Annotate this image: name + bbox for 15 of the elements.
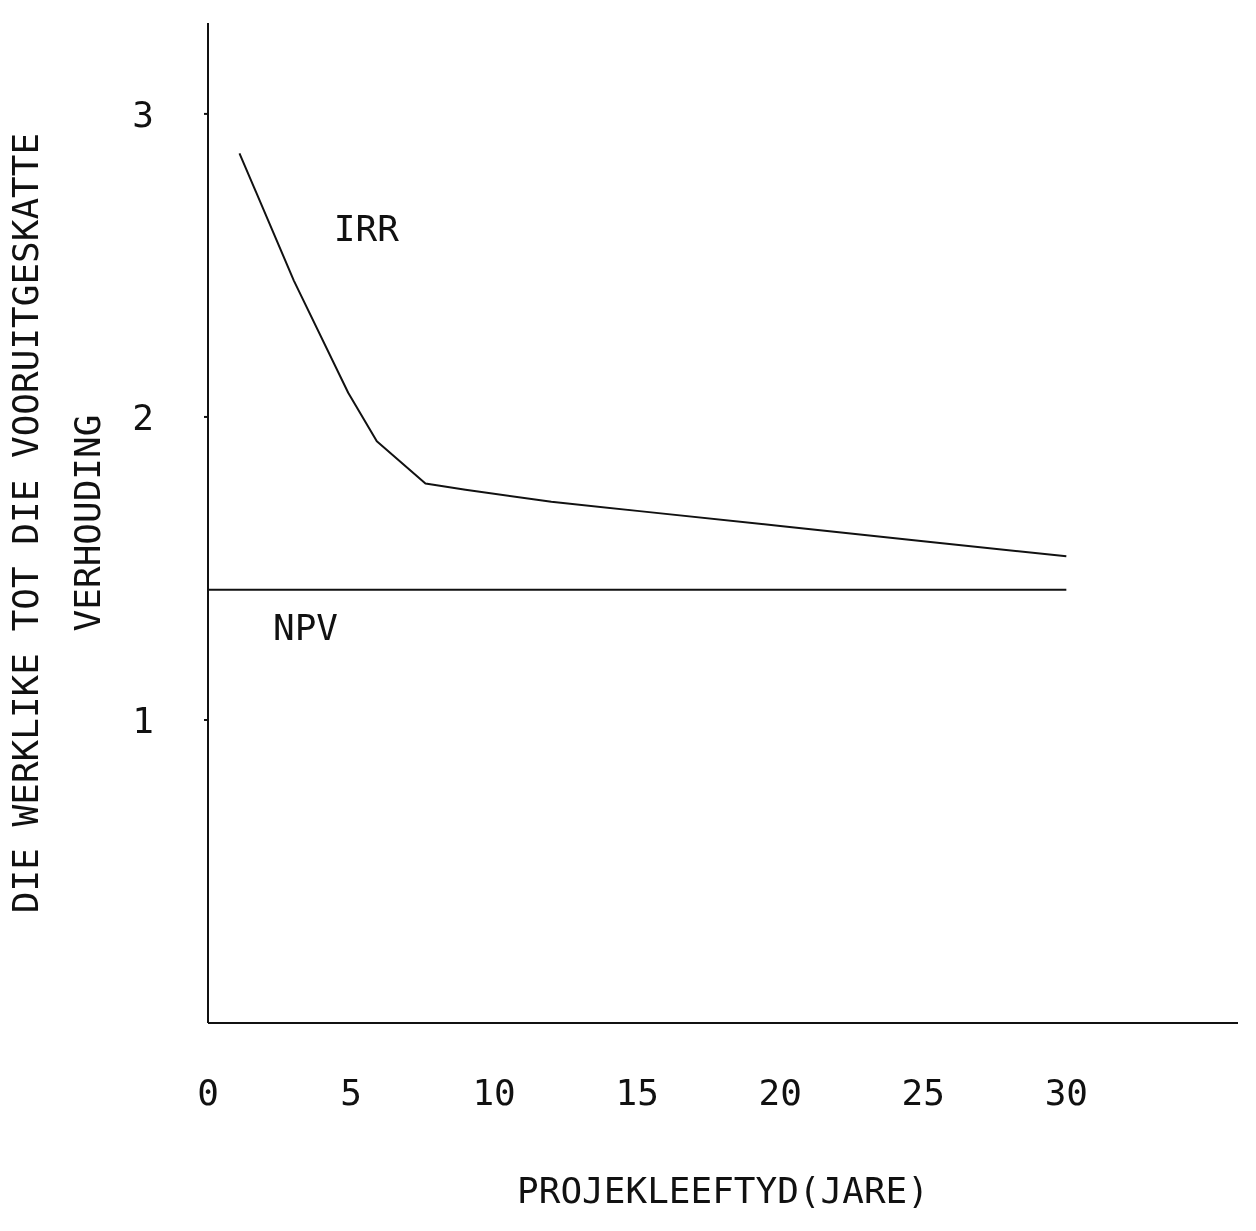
y-tick-label: 3 [132, 93, 154, 135]
x-tick-label: 20 [758, 1071, 802, 1113]
y-axis-title: DIE WERKLIKE TOT DIE VOORUITGESKATTE VERHOUDING [5, 132, 108, 914]
x-tick-label: 25 [901, 1071, 945, 1113]
x-tick-label: 15 [615, 1071, 659, 1113]
series-label: NPV [273, 606, 339, 648]
y-tick-label: 1 [132, 699, 154, 741]
x-tick-label: 30 [1044, 1071, 1089, 1113]
x-axis-title: PROJEKLEEFTYD(JARE) [517, 1170, 929, 1211]
x-tick-label: 0 [197, 1071, 219, 1113]
x-tick-label: 5 [340, 1071, 362, 1113]
series-label: IRR [333, 207, 400, 249]
line-series [238, 152, 1068, 558]
y-tick-label: 2 [132, 396, 154, 438]
x-tick-label: 10 [472, 1071, 516, 1113]
